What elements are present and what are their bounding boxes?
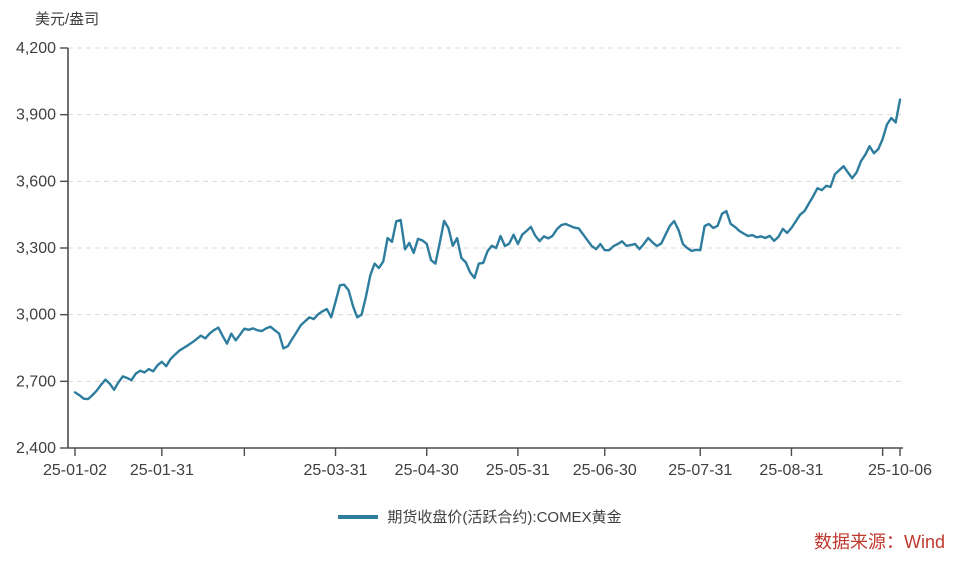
legend: 期货收盘价(活跃合约):COMEX黄金 <box>0 506 960 527</box>
x-tick-label-25-06-30: 25-06-30 <box>573 462 637 479</box>
x-tick-label-25-04-30: 25-04-30 <box>395 462 459 479</box>
x-tick-label-25-10-06: 25-10-06 <box>868 462 932 479</box>
data-source-label: 数据来源：Wind <box>813 532 945 552</box>
y-tick-label-4200: 4,200 <box>16 40 56 57</box>
legend-line-swatch <box>338 514 379 519</box>
x-tick-label-25-03-31: 25-03-31 <box>304 462 368 479</box>
y-tick-label-3300: 3,300 <box>16 240 56 257</box>
price-line <box>73 98 902 401</box>
x-tick-label-25-05-31: 25-05-31 <box>486 462 550 479</box>
x-tick-label-25-08-31: 25-08-31 <box>759 462 823 479</box>
y-tick-label-2700: 2,700 <box>16 373 56 390</box>
x-tick-label-25-07-31: 25-07-31 <box>668 462 732 479</box>
x-tick-label-25-01-02: 25-01-02 <box>43 462 107 479</box>
y-tick-label-3000: 3,000 <box>16 307 56 324</box>
x-tick-label-25-01-31: 25-01-31 <box>130 462 194 479</box>
y-axis-unit-label: 美元/盎司 <box>35 11 100 28</box>
y-tick-label-2400: 2,400 <box>16 440 56 457</box>
y-tick-label-3600: 3,600 <box>16 173 56 190</box>
legend-label: 期货收盘价(活跃合约):COMEX黄金 <box>387 509 622 526</box>
y-tick-label-3900: 3,900 <box>16 107 56 124</box>
